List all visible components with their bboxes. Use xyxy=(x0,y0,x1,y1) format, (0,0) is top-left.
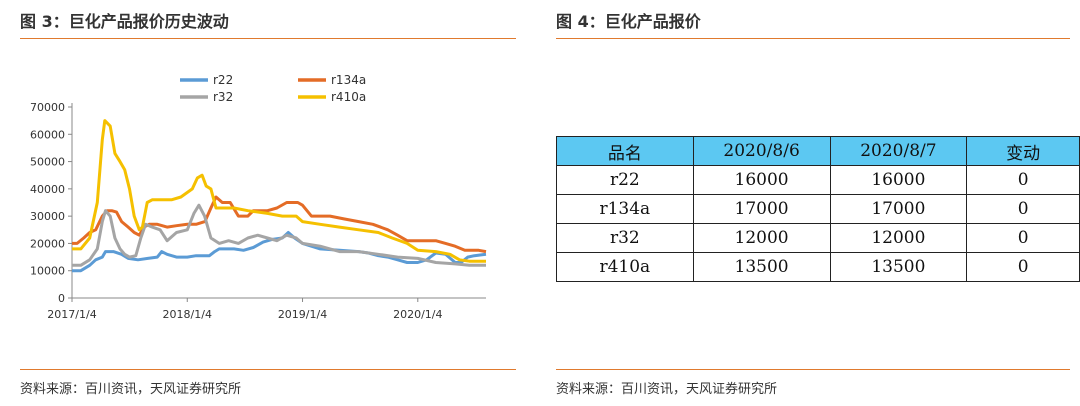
cell-product: r410a xyxy=(556,252,694,282)
legend-label-r32: r32 xyxy=(213,90,233,104)
series-line-r134a xyxy=(72,195,487,254)
chart-axes: 0 10000 20000 30000 40000 50000 60000 70000 2017… xyxy=(30,101,486,321)
cell-price-day1: 16000 xyxy=(692,165,831,195)
price-table-header-row: 品名 2020/8/6 2020/8/7 变动 xyxy=(556,136,1080,166)
header-date-1: 2020/8/6 xyxy=(692,136,831,166)
right-source-note: 资料来源：百川资讯，天风证券研究所 xyxy=(556,382,778,397)
cell-change: 0 xyxy=(966,252,1080,282)
y-tick-label: 60000 xyxy=(30,128,65,141)
cell-price-day1: 13500 xyxy=(692,252,831,282)
y-tick-label: 30000 xyxy=(30,210,65,223)
cell-price-day2: 17000 xyxy=(829,194,968,224)
table-row: r134a 17000 17000 0 xyxy=(556,194,1080,224)
y-tick-label: 10000 xyxy=(30,265,65,278)
left-panel-title: 图 3：巨化产品报价历史波动 xyxy=(20,12,229,31)
cell-price-day1: 12000 xyxy=(692,223,831,253)
y-tick-label: 20000 xyxy=(30,237,65,250)
chart-legend: r22 r134a r32 r410a xyxy=(180,73,366,104)
x-tick-label: 2020/1/4 xyxy=(393,308,442,321)
right-source-rule xyxy=(556,369,1070,370)
cell-product: r22 xyxy=(556,165,694,195)
cell-product: r32 xyxy=(556,223,694,253)
cell-change: 0 xyxy=(966,223,1080,253)
chart-series xyxy=(72,119,487,273)
series-line-r22 xyxy=(72,231,487,273)
y-tick-label: 40000 xyxy=(30,183,65,196)
cell-price-day2: 13500 xyxy=(829,252,968,282)
table-row: r32 12000 12000 0 xyxy=(556,223,1080,253)
left-title-rule xyxy=(20,38,516,39)
right-title-rule xyxy=(556,38,1070,39)
header-change: 变动 xyxy=(966,136,1080,166)
header-product: 品名 xyxy=(556,136,694,166)
legend-label-r22: r22 xyxy=(213,73,233,87)
series-line-r410a xyxy=(72,119,486,263)
right-panel-title: 图 4：巨化产品报价 xyxy=(556,12,701,31)
table-row: r22 16000 16000 0 xyxy=(556,165,1080,195)
cell-price-day2: 12000 xyxy=(829,223,968,253)
x-tick-label: 2017/1/4 xyxy=(47,308,96,321)
legend-label-r410a: r410a xyxy=(331,90,366,104)
table-row: r410a 13500 13500 0 xyxy=(556,252,1080,282)
price-history-chart: r22 r134a r32 r410a 0 10000 20000 30000 40000 50… xyxy=(30,73,487,321)
y-tick-label: 70000 xyxy=(30,101,65,114)
cell-product: r134a xyxy=(556,194,694,224)
cell-change: 0 xyxy=(966,165,1080,195)
left-source-note: 资料来源：百川资讯，天风证券研究所 xyxy=(20,382,242,397)
cell-price-day2: 16000 xyxy=(829,165,968,195)
cell-price-day1: 17000 xyxy=(692,194,831,224)
y-tick-label: 0 xyxy=(58,292,65,305)
left-source-rule xyxy=(20,369,516,370)
price-table: 品名 2020/8/6 2020/8/7 变动 r22 16000 16000 … xyxy=(556,136,1080,282)
series-line-r32 xyxy=(72,203,486,267)
cell-change: 0 xyxy=(966,194,1080,224)
y-tick-label: 50000 xyxy=(30,156,65,169)
x-tick-label: 2019/1/4 xyxy=(278,308,327,321)
legend-label-r134a: r134a xyxy=(331,73,366,87)
header-date-2: 2020/8/7 xyxy=(829,136,968,166)
price-table-wrapper: 品名 2020/8/6 2020/8/7 变动 r22 16000 16000 … xyxy=(556,136,1080,282)
x-tick-label: 2018/1/4 xyxy=(163,308,212,321)
